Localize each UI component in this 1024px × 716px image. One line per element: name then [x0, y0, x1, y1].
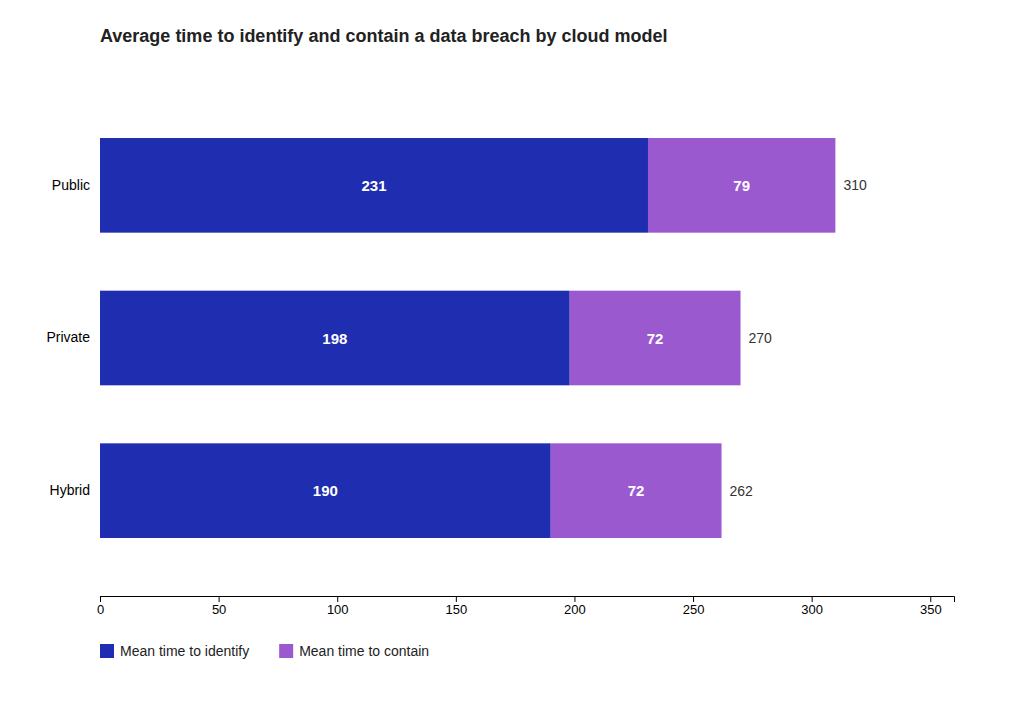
- bar: [100, 291, 570, 386]
- x-tick-label: 350: [920, 602, 942, 617]
- x-tick: 50: [212, 596, 226, 617]
- y-tick: Hybrid: [50, 482, 100, 498]
- total-label: 310: [843, 177, 867, 193]
- plot: 0 50 100 150 200 250 300 350 Public Private Hybrid…: [46, 138, 954, 617]
- data-label: 79: [733, 177, 750, 194]
- legend: Mean time to identify Mean time to contai…: [100, 643, 429, 659]
- legend-swatch: [279, 644, 293, 658]
- legend-label: Mean time to identify: [120, 643, 249, 659]
- x-tick: 350: [920, 596, 942, 617]
- x-tick-mark: [930, 596, 931, 602]
- x-tick: 0: [97, 596, 104, 617]
- x-tick-label: 200: [564, 602, 586, 617]
- bar: [648, 138, 835, 233]
- x-tick-mark: [812, 596, 813, 602]
- x-tick-mark: [574, 596, 575, 602]
- y-tick-label: Hybrid: [50, 482, 90, 498]
- data-labels: 231 198 190 79 72 72 310 270 262: [313, 177, 867, 499]
- chart: Average time to identify and contain a d…: [0, 0, 1024, 716]
- x-tick-label: 50: [212, 602, 226, 617]
- x-tick: 200: [564, 596, 586, 617]
- legend-swatch: [100, 644, 114, 658]
- title: Average time to identify and contain a d…: [100, 26, 667, 46]
- x-tick-label: 300: [801, 602, 823, 617]
- y-tick: Private: [46, 329, 100, 345]
- bar: [570, 291, 741, 386]
- x-tick-mark: [100, 596, 101, 602]
- x-tick: 300: [801, 596, 823, 617]
- legend-item: Mean time to identify: [100, 643, 249, 659]
- x-tick-mark: [337, 596, 338, 602]
- total-label: 270: [749, 330, 773, 346]
- legend-label: Mean time to contain: [299, 643, 429, 659]
- x-tick-label: 150: [445, 602, 467, 617]
- bar: [100, 443, 551, 538]
- data-label: 72: [628, 482, 645, 499]
- y-tick-label: Public: [52, 177, 90, 193]
- bar: [551, 443, 722, 538]
- x-tick-mark: [219, 596, 220, 602]
- x-tick: 150: [445, 596, 467, 617]
- x-tick-label: 250: [683, 602, 705, 617]
- data-label: 190: [313, 482, 338, 499]
- x-tick: 100: [327, 596, 349, 617]
- x-tick-mark: [456, 596, 457, 602]
- series: [551, 138, 836, 538]
- y-tick-label: Private: [46, 329, 90, 345]
- x-tick: 250: [683, 596, 705, 617]
- data-label: 72: [647, 330, 664, 347]
- data-label: 231: [361, 177, 386, 194]
- bars: [100, 138, 835, 538]
- x-tick-mark: [693, 596, 694, 602]
- legend-item: Mean time to contain: [279, 643, 429, 659]
- y-axis: Public Private Hybrid: [46, 177, 100, 498]
- x-axis: 0 50 100 150 200 250 300 350: [97, 596, 955, 617]
- y-tick: Public: [52, 177, 100, 193]
- x-tick-label: 100: [327, 602, 349, 617]
- total-label: 262: [730, 483, 754, 499]
- x-axis-line: [101, 597, 955, 603]
- x-tick-label: 0: [97, 602, 104, 617]
- data-label: 198: [322, 330, 347, 347]
- bar: [100, 138, 648, 233]
